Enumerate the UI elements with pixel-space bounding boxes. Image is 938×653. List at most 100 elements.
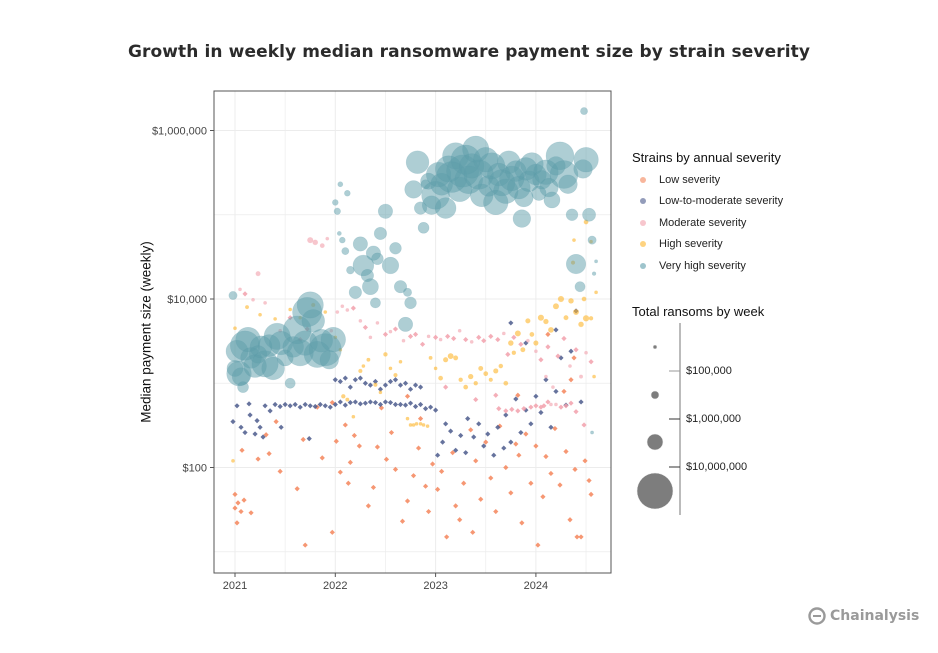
data-point [578,399,584,405]
data-point [461,480,467,486]
data-point [282,401,288,408]
data-point [488,377,493,382]
data-point [357,375,363,381]
data-point [415,445,422,451]
data-point [453,503,459,509]
data-point [375,321,380,325]
data-point [594,259,598,264]
data-point [337,399,343,405]
data-point [528,421,534,427]
data-point [578,321,584,328]
data-point [388,329,393,334]
data-point [443,421,449,427]
size-legend-label: $1,000,000 [686,413,742,425]
data-point [332,377,338,383]
chart-title: Growth in weekly median ransomware payme… [127,42,811,62]
series-low-to-moderate-severity [230,308,584,458]
data-point [445,333,451,339]
data-point [468,427,474,433]
size-legend-label: $100,000 [686,365,732,377]
data-point [404,180,423,199]
data-point [451,335,457,342]
data-point [377,386,384,392]
data-point [421,423,426,427]
y-tick-label: $1,000,000 [152,126,207,138]
data-point [273,317,278,321]
data-point [228,291,238,300]
data-point [378,390,383,395]
data-point [358,318,363,323]
data-point [473,380,478,386]
data-point [351,414,356,419]
data-point [393,372,398,378]
data-point [476,421,482,427]
data-point [584,350,588,355]
data-point [519,520,525,526]
data-point [548,424,554,430]
data-point [392,401,399,408]
data-point [242,291,248,297]
data-point [262,403,268,409]
data-point [234,403,240,409]
legend-label: Low-to-moderate severity [659,195,784,207]
data-point [509,406,515,412]
data-point [344,190,351,197]
data-point [347,459,353,465]
data-point [592,374,596,379]
legend-item: Low severity [640,173,720,187]
data-point [312,239,319,246]
plot-panel-border [213,90,612,574]
data-point [563,448,569,455]
x-tick-label: 2024 [524,580,548,592]
data-point [587,235,597,245]
data-point [443,384,449,390]
data-point [362,400,368,406]
data-point [465,416,471,422]
data-point [433,334,439,341]
data-point [568,298,574,304]
data-point [590,430,594,435]
legend-item: Moderate severity [640,216,746,230]
data-point [232,491,238,497]
data-point [573,347,579,353]
size-legend-title: Total ransoms by week [632,304,765,319]
series-high-severity [231,219,598,463]
data-point [473,396,479,403]
data-point [435,452,441,458]
data-point [397,382,404,388]
data-point [333,438,339,444]
data-point [342,375,348,381]
data-point [351,432,357,439]
data-point [327,404,333,410]
data-point [399,518,406,524]
data-point [288,307,293,312]
data-point [558,355,564,361]
data-point [501,331,506,336]
data-point [588,491,594,497]
data-point [235,500,241,506]
data-point [266,451,272,457]
data-point [392,326,399,332]
data-point [476,334,482,341]
data-point [312,403,318,410]
x-tick-label: 2021 [223,580,247,592]
data-point [554,402,558,407]
data-point [404,498,411,504]
data-point [287,403,293,409]
legend-label: High severity [659,238,723,250]
data-point [533,393,539,399]
data-point [485,431,491,437]
data-point [263,432,269,438]
data-point [563,403,569,409]
data-point [382,399,389,405]
data-point [230,419,236,425]
data-point [557,482,563,488]
data-point [516,452,522,458]
data-point [558,404,564,410]
data-point [231,458,235,463]
data-point [251,297,255,302]
legend-item: Very high severity [640,259,746,273]
data-point [417,384,424,390]
data-point [538,409,544,416]
data-point [483,439,489,445]
